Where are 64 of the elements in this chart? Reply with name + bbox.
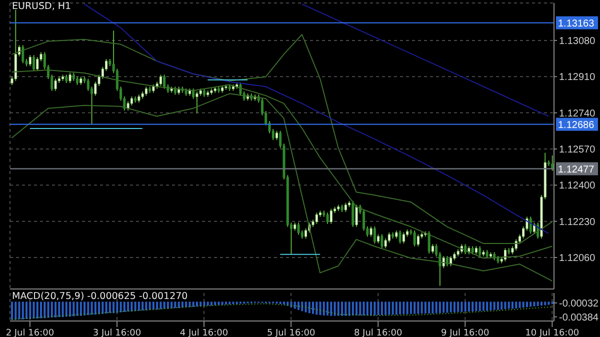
candlestick (330, 208, 332, 224)
ref-line-label: 1.13163 (558, 18, 595, 30)
candlestick (22, 44, 24, 64)
candlestick (355, 204, 358, 228)
x-tick-label: 3 Jul 16:00 (92, 328, 142, 337)
candlestick (326, 212, 329, 224)
y-tick-label: 1.12910 (559, 72, 596, 84)
x-tick-label: 9 Jul 16:00 (441, 328, 490, 337)
candlestick (315, 212, 318, 224)
candlestick (297, 222, 300, 236)
candlestick (402, 232, 405, 244)
candlestick (344, 202, 347, 212)
line-series (11, 34, 553, 244)
candlestick (370, 226, 372, 238)
candlestick (32, 54, 36, 72)
ref-line-label: 1.12477 (558, 164, 595, 176)
y-tick-label: 1.12060 (559, 253, 596, 264)
candlestick (529, 216, 532, 234)
candlestick (431, 244, 434, 254)
x-tick-label: 10 Jul 16:00 (525, 328, 580, 337)
candlestick (36, 56, 39, 72)
y-tick-label: 1.13080 (559, 36, 596, 47)
candlestick (362, 209, 366, 232)
candlestick (159, 74, 162, 86)
x-tick-label: 2 Jul 16:00 (6, 328, 54, 337)
candlestick (239, 82, 242, 96)
candlestick (196, 91, 198, 114)
y-tick-label: -0.00032 (559, 298, 599, 310)
candlestick (192, 88, 195, 100)
candlestick (416, 234, 420, 247)
candlestick (398, 230, 402, 244)
candlestick (144, 86, 148, 96)
y-tick-label: 1.12230 (559, 216, 596, 228)
candlestick (352, 200, 354, 228)
y-tick-label: 1.12740 (559, 108, 596, 120)
candlestick (126, 100, 130, 111)
candlestick (380, 234, 384, 249)
candlestick (275, 130, 278, 141)
candlestick (54, 78, 57, 92)
candlestick (442, 256, 445, 269)
candlestick (130, 96, 133, 106)
candlestick (304, 228, 308, 240)
candlestick (377, 234, 380, 244)
candlestick (388, 232, 390, 244)
line-series (84, 4, 550, 234)
x-tick-label: 8 Jul 16:00 (354, 328, 402, 337)
candlestick (478, 246, 482, 257)
x-tick-label: 4 Jul 16:00 (180, 328, 228, 337)
y-tick-label: -0.00384 (559, 312, 599, 324)
line-series (11, 93, 553, 282)
ref-line-label: 1.12686 (558, 120, 595, 131)
y-tick-label: 1.12570 (559, 144, 596, 156)
x-tick-label: 5 Jul 16:00 (266, 328, 316, 337)
candlestick (68, 72, 72, 84)
chart-title: EURUSD, H1 (12, 1, 72, 12)
candlestick (373, 226, 376, 244)
y-tick-label: 1.12400 (559, 180, 596, 192)
candlestick (428, 230, 430, 254)
candlestick (413, 230, 416, 247)
candlestick (86, 78, 90, 92)
chart-title: MACD(20,75,9) -0.000625 -0.001270 (12, 291, 188, 302)
candlestick (163, 74, 166, 90)
candlestick (504, 248, 506, 262)
candlestick (28, 54, 32, 67)
